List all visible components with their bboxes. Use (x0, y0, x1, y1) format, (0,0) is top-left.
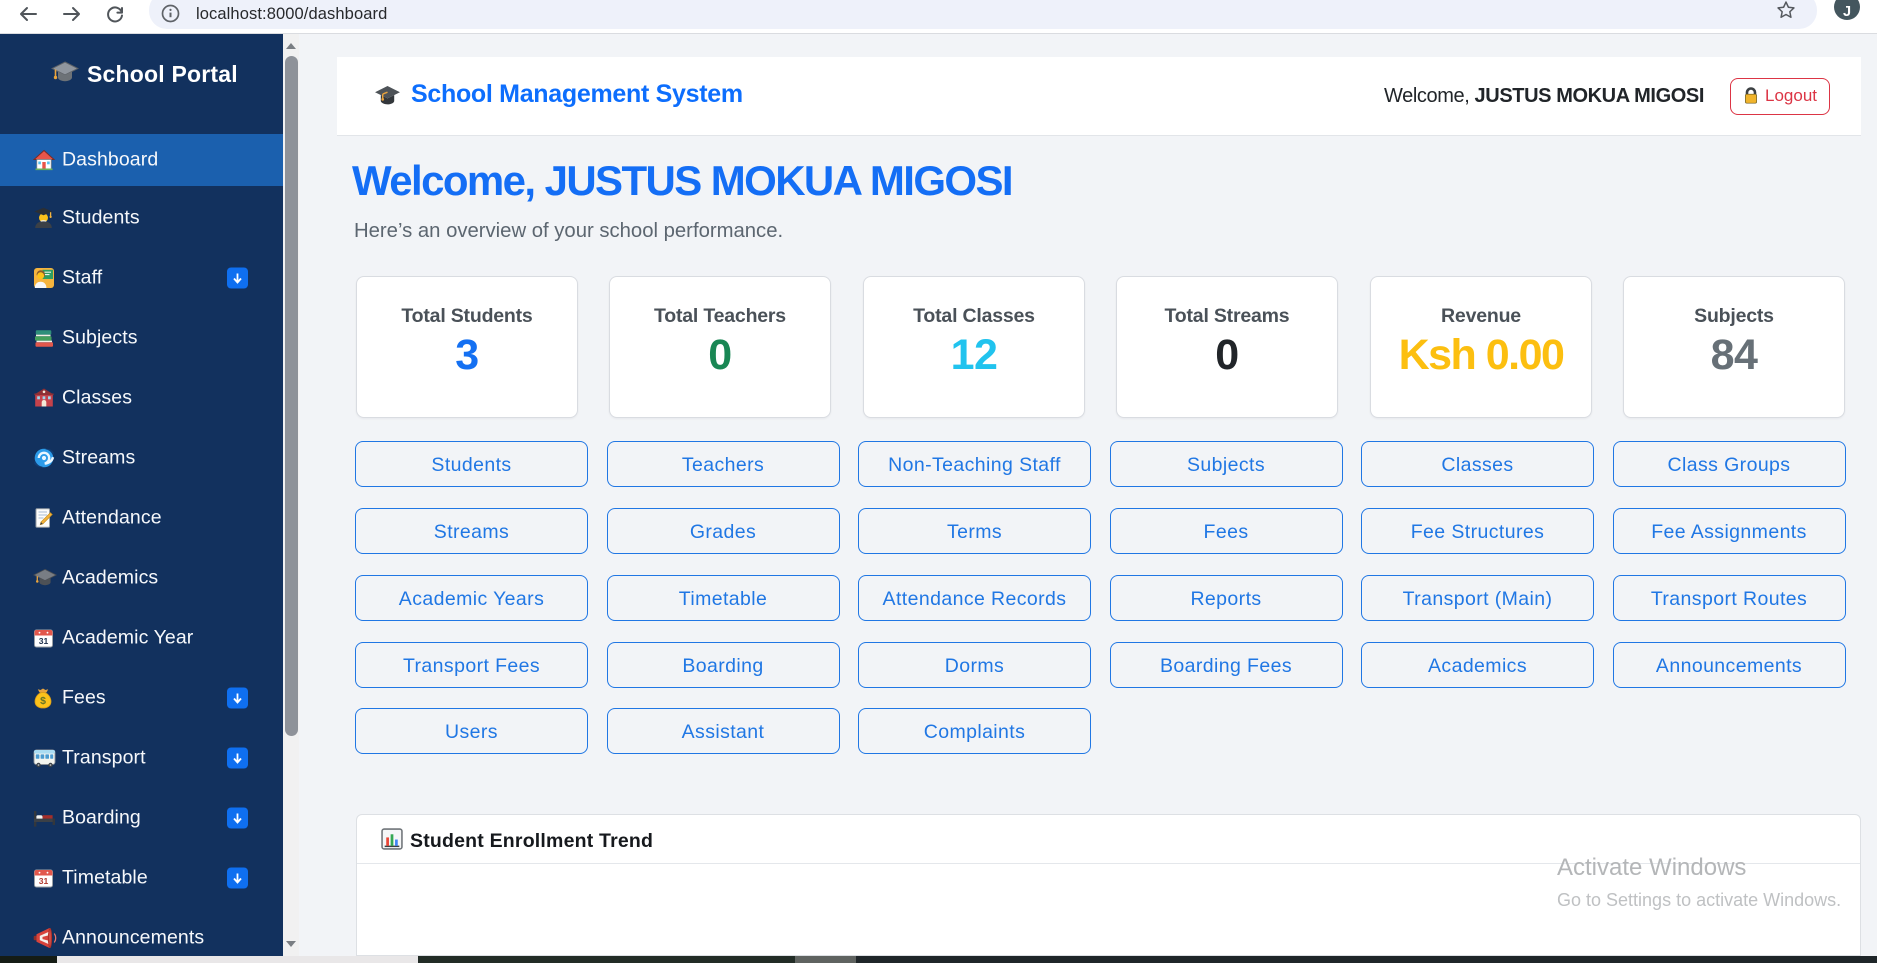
svg-text:31: 31 (39, 636, 49, 646)
svg-text:$: $ (40, 695, 46, 707)
svg-text:31: 31 (39, 876, 49, 886)
